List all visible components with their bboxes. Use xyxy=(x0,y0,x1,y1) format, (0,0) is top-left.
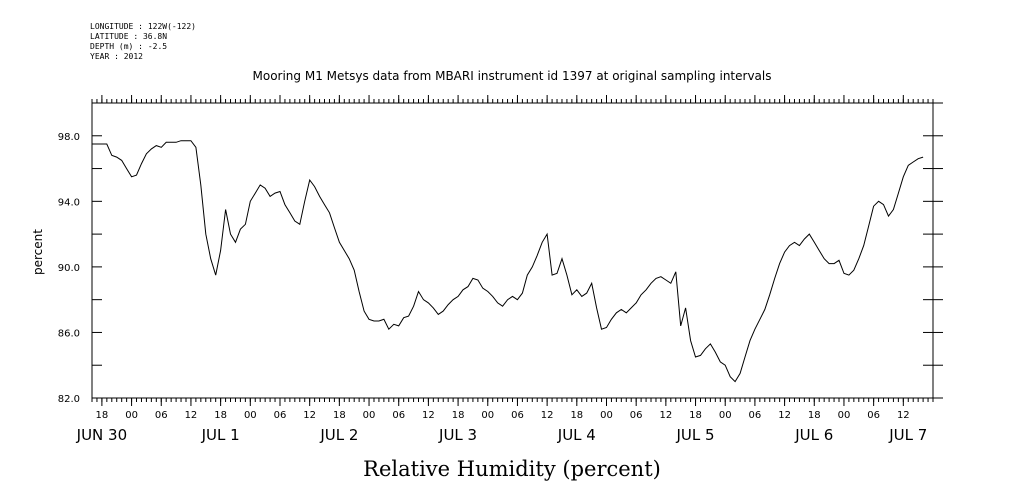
x-tick-label: 00 xyxy=(600,410,613,421)
x-day-label: JUL 5 xyxy=(676,426,715,444)
x-tick-label: 06 xyxy=(749,410,762,421)
series-line-relative-humidity xyxy=(92,140,924,383)
x-tick-label: 12 xyxy=(541,410,554,421)
x-tick-label: 00 xyxy=(838,410,851,421)
y-tick-label: 86.0 xyxy=(58,328,80,339)
y-tick-label: 98.0 xyxy=(58,132,80,143)
metadata-value: 122W(-122) xyxy=(147,22,196,31)
y-axis-label: percent xyxy=(31,229,45,275)
plot-frame xyxy=(91,102,934,399)
metadata-key: YEAR xyxy=(90,52,110,61)
x-tick-label: 12 xyxy=(778,410,791,421)
x-tick-label: 18 xyxy=(570,410,583,421)
metadata-item: DEPTH (m) : -2.5 xyxy=(90,42,168,51)
metadata-value: -2.5 xyxy=(147,42,168,51)
x-tick-label: 00 xyxy=(363,410,376,421)
x-tick-label: 12 xyxy=(659,410,672,421)
x-tick-label: 00 xyxy=(125,410,138,421)
x-tick-label: 06 xyxy=(274,410,287,421)
x-tick-label: 12 xyxy=(303,410,316,421)
y-tick-label: 94.0 xyxy=(58,197,80,208)
x-axis-label: Relative Humidity (percent) xyxy=(363,457,661,481)
axis-ticks xyxy=(91,95,943,406)
x-tick-label: 06 xyxy=(392,410,405,421)
metadata-value: 2012 xyxy=(123,52,143,61)
metadata-value: 36.8N xyxy=(142,32,168,41)
x-tick-label: 12 xyxy=(422,410,435,421)
chart-title: Mooring M1 Metsys data from MBARI instru… xyxy=(253,69,772,83)
x-day-label: JUN 30 xyxy=(76,426,127,444)
x-tick-label: 18 xyxy=(808,410,821,421)
x-tick-label: 06 xyxy=(630,410,643,421)
metadata-key: LONGITUDE xyxy=(90,22,134,31)
x-tick-label: 00 xyxy=(481,410,494,421)
x-day-label: JUL 1 xyxy=(201,426,240,444)
x-day-label: JUL 4 xyxy=(557,426,596,444)
metadata-key: DEPTH (m) xyxy=(90,42,134,51)
x-tick-label: 00 xyxy=(244,410,257,421)
metadata-item: YEAR : 2012 xyxy=(90,52,143,61)
x-tick-label: 18 xyxy=(452,410,465,421)
x-day-label: JUL 3 xyxy=(438,426,477,444)
metadata-block: LONGITUDE : 122W(-122) LATITUDE : 36.8N DE… xyxy=(90,22,196,62)
x-tick-label: 06 xyxy=(867,410,880,421)
y-tick-label: 90.0 xyxy=(58,263,80,274)
axis-labels: 18 00 06 12 18 00 06 12 18 00 06 12 18 00 06 12 18 00 06 12… xyxy=(58,132,928,444)
x-tick-label: 06 xyxy=(511,410,524,421)
x-tick-label: 12 xyxy=(185,410,198,421)
y-tick-label: 82.0 xyxy=(58,394,80,405)
metadata-key: LATITUDE xyxy=(90,32,129,41)
x-day-label: JUL 7 xyxy=(888,426,927,444)
x-day-label: JUL 6 xyxy=(794,426,833,444)
x-tick-label: 12 xyxy=(897,410,910,421)
x-tick-label: 18 xyxy=(689,410,702,421)
metadata-item: LONGITUDE : 122W(-122) xyxy=(90,22,196,31)
x-tick-label: 18 xyxy=(214,410,227,421)
x-day-label: JUL 2 xyxy=(319,426,358,444)
x-tick-label: 18 xyxy=(96,410,109,421)
metadata-item: LATITUDE : 36.8N xyxy=(90,32,168,41)
x-tick-label: 18 xyxy=(333,410,346,421)
x-tick-label: 06 xyxy=(155,410,168,421)
x-tick-label: 00 xyxy=(719,410,732,421)
